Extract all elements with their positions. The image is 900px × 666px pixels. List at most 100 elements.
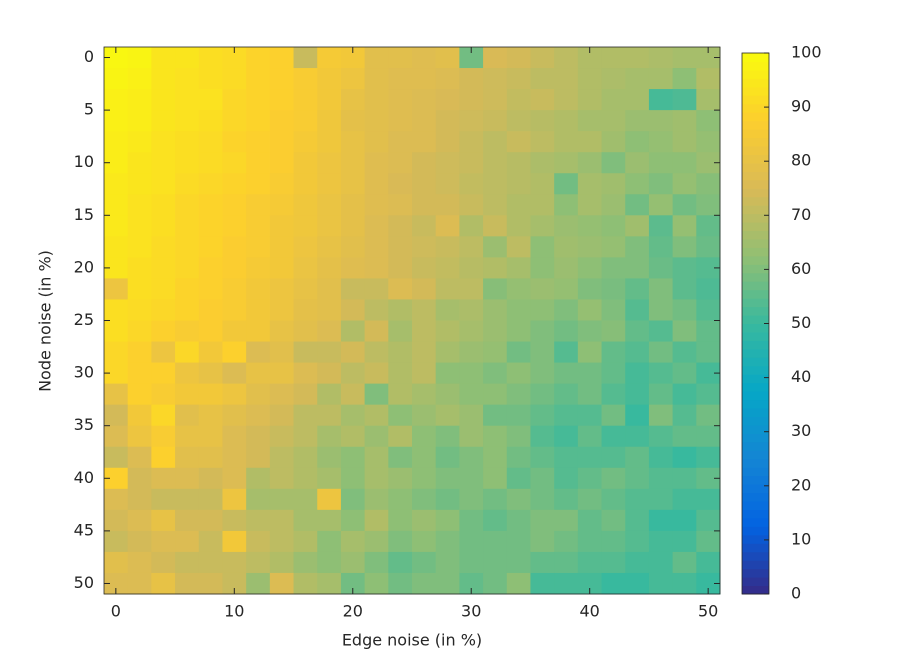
heatmap-cell (246, 194, 271, 216)
heatmap-cell (151, 278, 176, 300)
heatmap-cell (601, 152, 626, 174)
heatmap-cell (388, 341, 413, 364)
heatmap-cell (175, 257, 200, 279)
colorbar-swatch (742, 585, 769, 595)
y-tick-label: 0 (84, 47, 94, 66)
colorbar-swatch (742, 179, 769, 189)
heatmap-cell (151, 173, 176, 195)
heatmap-cell (435, 173, 460, 195)
heatmap-cell (151, 509, 176, 532)
heatmap-cell (246, 131, 271, 153)
heatmap-cell (554, 572, 579, 595)
colorbar-swatch (742, 129, 769, 139)
heatmap-cell (269, 530, 295, 553)
heatmap-cell (246, 446, 271, 469)
heatmap-cell (246, 110, 271, 132)
heatmap-cell (127, 467, 152, 490)
heatmap-cell (246, 236, 271, 258)
heatmap-cell (222, 572, 247, 595)
heatmap-cell (530, 404, 555, 427)
heatmap-cell (459, 152, 484, 174)
heatmap-cell (340, 131, 366, 153)
heatmap-cell (554, 467, 579, 490)
heatmap-cell (364, 152, 389, 174)
colorbar-swatch (742, 255, 769, 265)
heatmap-cell (435, 131, 460, 153)
heatmap-cell (364, 68, 389, 90)
heatmap-cell (388, 299, 413, 321)
heatmap-cell (530, 362, 555, 385)
heatmap-cell (104, 425, 129, 448)
heatmap-cell (696, 257, 721, 279)
heatmap-cell (340, 320, 366, 343)
heatmap-cell (554, 383, 579, 406)
heatmap-cell (317, 299, 342, 321)
colorbar-swatch (742, 120, 769, 130)
heatmap-cell (104, 215, 129, 237)
heatmap-cell (648, 383, 674, 406)
heatmap-cell (530, 320, 555, 343)
heatmap-cell (648, 299, 674, 321)
heatmap-cell (175, 425, 200, 448)
heatmap-cell (530, 215, 555, 237)
heatmap-cell (483, 572, 508, 595)
heatmap-cell (577, 257, 603, 279)
heatmap-cell (577, 89, 603, 111)
x-axis-label: Edge noise (in %) (342, 631, 482, 650)
colorbar-swatch (742, 450, 769, 460)
colorbar-swatch (742, 475, 769, 485)
colorbar-swatch (742, 86, 769, 96)
heatmap-cell (340, 236, 366, 258)
heatmap-cell (412, 89, 437, 111)
heatmap-cell (222, 110, 247, 132)
heatmap-cell (530, 383, 555, 406)
heatmap-cell (577, 446, 603, 469)
heatmap-cell (577, 131, 603, 153)
heatmap-cell (412, 446, 437, 469)
heatmap-cell (293, 236, 318, 258)
heatmap-cell (364, 257, 389, 279)
heatmap-cell (293, 278, 318, 300)
heatmap-cell (269, 194, 295, 216)
heatmap-cell (127, 446, 152, 469)
heatmap-cell (625, 467, 650, 490)
heatmap-cell (483, 89, 508, 111)
heatmap-cell (246, 47, 271, 69)
heatmap-cell (175, 551, 200, 574)
heatmap-cell (151, 68, 176, 90)
heatmap-cell (530, 194, 555, 216)
heatmap-cell (269, 320, 295, 343)
heatmap-cell (625, 509, 650, 532)
heatmap-cell (175, 446, 200, 469)
heatmap-cell (577, 110, 603, 132)
heatmap-cell (269, 467, 295, 490)
heatmap-cell (412, 68, 437, 90)
heatmap-cell (577, 551, 603, 574)
heatmap-cell (672, 131, 697, 153)
heatmap-cell (601, 299, 626, 321)
heatmap-cell (577, 572, 603, 595)
y-tick-label: 50 (74, 573, 94, 592)
heatmap-cell (175, 236, 200, 258)
heatmap-cell (340, 530, 366, 553)
heatmap-cell (412, 173, 437, 195)
heatmap-cell (459, 404, 484, 427)
heatmap-cell (175, 383, 200, 406)
heatmap-cell (175, 341, 200, 364)
heatmap-cell (222, 68, 247, 90)
heatmap-cell (601, 236, 626, 258)
heatmap-cell (175, 194, 200, 216)
heatmap-cell (269, 47, 295, 69)
heatmap-cell (269, 551, 295, 574)
heatmap-cell (554, 299, 579, 321)
heatmap-cell (293, 299, 318, 321)
heatmap-cell (648, 68, 674, 90)
heatmap-cell (198, 110, 223, 132)
heatmap-cell (246, 341, 271, 364)
heatmap-cell (625, 89, 650, 111)
heatmap-cell (459, 68, 484, 90)
heatmap-cell (483, 530, 508, 553)
colorbar-tick-label: 40 (791, 367, 811, 386)
heatmap-cell (317, 551, 342, 574)
heatmap-cell (412, 572, 437, 595)
